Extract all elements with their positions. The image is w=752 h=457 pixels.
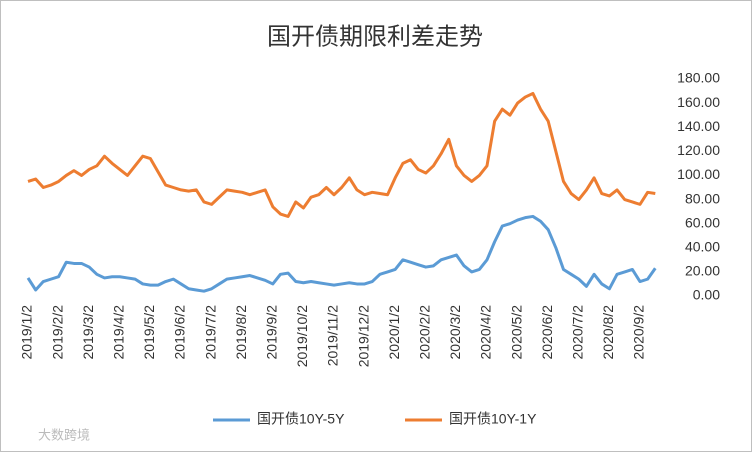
x-tick-label: 2020/3/2: [447, 305, 463, 360]
y-tick-label: 160.00: [677, 94, 720, 110]
x-tick-label: 2020/8/2: [600, 305, 616, 360]
x-tick-label: 2020/4/2: [478, 305, 494, 360]
legend-label: 国开债10Y-5Y: [257, 411, 345, 427]
x-tick-label: 2019/6/2: [172, 305, 188, 360]
x-tick-label: 2020/1/2: [386, 305, 402, 360]
x-tick-label: 2019/12/2: [355, 305, 371, 367]
x-tick-label: 2019/9/2: [264, 305, 280, 360]
x-tick-label: 2019/2/2: [49, 305, 65, 360]
y-tick-label: 20.00: [685, 263, 720, 279]
x-tick-label: 2020/7/2: [570, 305, 586, 360]
watermark: 大数跨境: [38, 427, 90, 442]
x-tick-label: 2019/10/2: [294, 305, 310, 367]
series-line: [27, 91, 656, 218]
y-tick-label: 40.00: [685, 238, 720, 254]
x-tick-label: 2019/3/2: [80, 305, 96, 360]
x-tick-label: 2019/7/2: [202, 305, 218, 360]
x-tick-label: 2019/8/2: [233, 305, 249, 360]
x-tick-label: 2020/6/2: [539, 305, 555, 360]
x-tick-label: 2019/11/2: [325, 305, 341, 366]
legend-label: 国开债10Y-1Y: [449, 411, 537, 427]
x-tick-label: 2019/4/2: [111, 305, 127, 360]
y-tick-label: 60.00: [685, 214, 720, 230]
x-tick-label: 2020/9/2: [631, 305, 647, 360]
y-tick-label: 120.00: [677, 142, 720, 158]
chart-title: 国开债期限利差走势: [267, 23, 483, 50]
x-tick-label: 2020/5/2: [508, 305, 524, 360]
x-tick-label: 2020/2/2: [417, 305, 433, 360]
x-tick-label: 2019/1/2: [19, 305, 35, 360]
y-tick-label: 180.00: [677, 70, 720, 86]
y-tick-label: 140.00: [677, 118, 720, 134]
x-tick-label: 2019/5/2: [141, 305, 157, 360]
series-line: [26, 214, 657, 293]
y-tick-label: 80.00: [685, 190, 720, 206]
y-tick-label: 0.00: [693, 287, 720, 303]
y-tick-label: 100.00: [677, 166, 720, 182]
